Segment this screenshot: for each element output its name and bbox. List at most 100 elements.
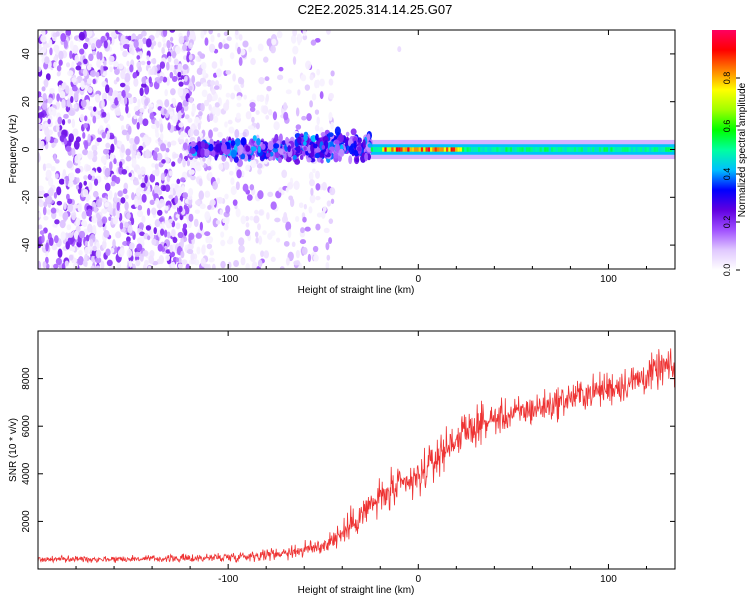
noise-blob — [188, 169, 195, 175]
y-tick-label: 6000 — [21, 415, 32, 438]
noise-blob — [316, 68, 321, 76]
noise-blob — [49, 237, 54, 246]
noise-blob — [81, 211, 87, 220]
signal-blob — [314, 147, 322, 153]
signal-blob — [200, 147, 205, 158]
signal-blob — [295, 145, 301, 154]
signal-blob — [200, 141, 206, 149]
colorbar: 0.0 0.2 0.4 0.6 0.8 Normalized spectral ampl… — [712, 30, 748, 276]
noise-blob — [83, 122, 88, 129]
noise-blob — [124, 72, 131, 83]
signal-core — [373, 147, 376, 152]
y-tick-label: 2000 — [21, 510, 32, 533]
noise-blob — [273, 121, 280, 131]
noise-blob — [73, 204, 79, 209]
noise-blob — [84, 246, 91, 255]
signal-core — [514, 147, 517, 152]
noise-blob — [96, 51, 101, 60]
noise-blob — [139, 87, 144, 97]
noise-blob — [58, 84, 62, 93]
signal-core — [535, 147, 538, 152]
noise-blob — [270, 201, 277, 210]
noise-blob — [45, 73, 51, 81]
noise-blob — [92, 115, 97, 124]
signal-core — [478, 147, 481, 152]
noise-blob — [159, 132, 164, 141]
signal-blob — [345, 131, 350, 137]
noise-blob — [46, 195, 53, 204]
noise-blob — [57, 116, 63, 125]
noise-blob — [38, 185, 44, 191]
noise-blob — [315, 195, 321, 201]
noise-blob — [120, 70, 126, 80]
noise-blob — [174, 45, 181, 55]
signal-core — [555, 147, 558, 152]
noise-blob — [202, 82, 208, 87]
signal-core — [409, 147, 412, 152]
signal-core — [420, 147, 424, 152]
noise-blob — [220, 239, 226, 247]
noise-blob — [95, 39, 102, 49]
noise-blob — [164, 205, 169, 211]
noise-blob — [47, 177, 54, 187]
signal-core — [452, 147, 456, 152]
noise-blob — [246, 194, 253, 201]
noise-blob — [104, 182, 111, 192]
noise-blob — [215, 219, 221, 225]
noise-blob — [87, 86, 93, 94]
noise-blob — [53, 61, 57, 69]
noise-blob — [213, 85, 220, 90]
noise-blob — [125, 87, 129, 97]
noise-blob — [198, 111, 203, 117]
noise-blob — [63, 202, 67, 210]
noise-blob — [45, 263, 50, 269]
noise-blob — [63, 113, 69, 119]
noise-blob — [177, 263, 183, 269]
noise-blob — [200, 229, 205, 236]
noise-blob — [45, 163, 52, 169]
noise-blob — [240, 215, 246, 225]
noise-blob — [44, 56, 50, 65]
noise-blob — [65, 145, 72, 152]
noise-blob — [49, 87, 55, 94]
noise-blob — [177, 231, 184, 239]
noise-blob — [56, 93, 61, 102]
noise-blob — [100, 155, 107, 164]
signal-core — [414, 147, 417, 152]
noise-blob — [199, 132, 204, 138]
noise-blob — [141, 30, 147, 37]
noise-blob — [75, 65, 82, 71]
noise-blob — [206, 165, 212, 171]
noise-blob — [129, 64, 134, 73]
noise-blob — [98, 197, 103, 203]
noise-blob — [109, 134, 115, 140]
noise-blob — [225, 215, 230, 225]
noise-blob — [53, 192, 58, 199]
noise-blob — [131, 263, 136, 269]
signal-core — [633, 147, 636, 152]
noise-blob — [59, 219, 66, 229]
noise-blob — [162, 36, 166, 43]
noise-blob — [295, 107, 300, 117]
signal-core — [621, 147, 624, 152]
noise-blob — [96, 212, 100, 219]
noise-blob — [132, 97, 138, 104]
noise-blob — [232, 199, 238, 206]
signal-blob — [267, 140, 274, 151]
noise-blob — [119, 82, 126, 88]
noise-blob — [138, 222, 144, 230]
noise-blob — [124, 194, 129, 200]
signal-core — [416, 147, 419, 152]
noise-blob — [177, 63, 183, 72]
noise-blob — [87, 173, 93, 181]
noise-blob — [258, 208, 265, 216]
noise-blob — [141, 177, 145, 185]
noise-blob — [316, 212, 322, 218]
noise-blob — [131, 158, 137, 167]
noise-blob — [77, 203, 83, 213]
noise-blob — [87, 133, 91, 143]
noise-blob — [56, 65, 62, 72]
signal-blob — [334, 139, 340, 145]
signal-core — [553, 147, 556, 152]
noise-blob — [210, 80, 216, 86]
